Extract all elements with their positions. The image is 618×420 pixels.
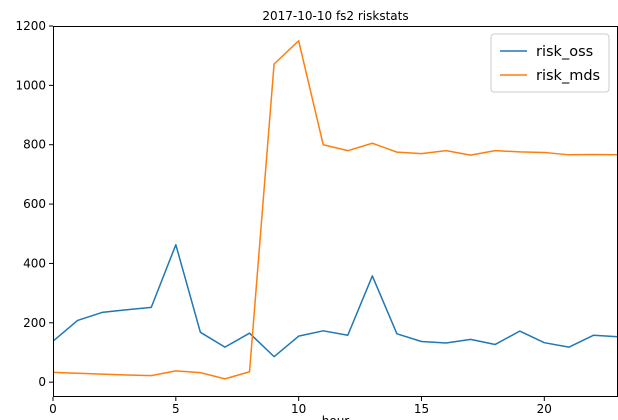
x-tick-label: 15 bbox=[414, 402, 429, 416]
series-line-risk-mds bbox=[53, 40, 618, 380]
y-axis: 0 200 400 600 800 1000 1200 bbox=[15, 19, 53, 389]
chart-title: 2017-10-10 fs2 riskstats bbox=[262, 9, 408, 23]
y-tick-label: 800 bbox=[23, 138, 46, 152]
y-tick-label: 0 bbox=[38, 375, 46, 389]
legend-label: risk_oss bbox=[536, 44, 593, 60]
y-tick-label: 200 bbox=[23, 316, 46, 330]
legend: risk_oss risk_mds bbox=[490, 33, 610, 93]
y-tick-label: 600 bbox=[23, 197, 46, 211]
y-tick-label: 1000 bbox=[15, 78, 46, 92]
x-axis-label: hour bbox=[322, 414, 350, 420]
x-tick-label: 20 bbox=[537, 402, 552, 416]
legend-label: risk_mds bbox=[536, 68, 600, 84]
x-tick-label: 10 bbox=[291, 402, 306, 416]
y-tick-label: 400 bbox=[23, 256, 46, 270]
x-axis: 0 5 10 15 20 bbox=[49, 397, 552, 416]
series-line-risk-oss bbox=[53, 243, 618, 358]
series-layer bbox=[53, 40, 618, 380]
legend-box bbox=[490, 33, 610, 93]
x-tick-label: 5 bbox=[172, 402, 180, 416]
y-tick-label: 1200 bbox=[15, 19, 46, 33]
x-tick-label: 0 bbox=[49, 402, 57, 416]
